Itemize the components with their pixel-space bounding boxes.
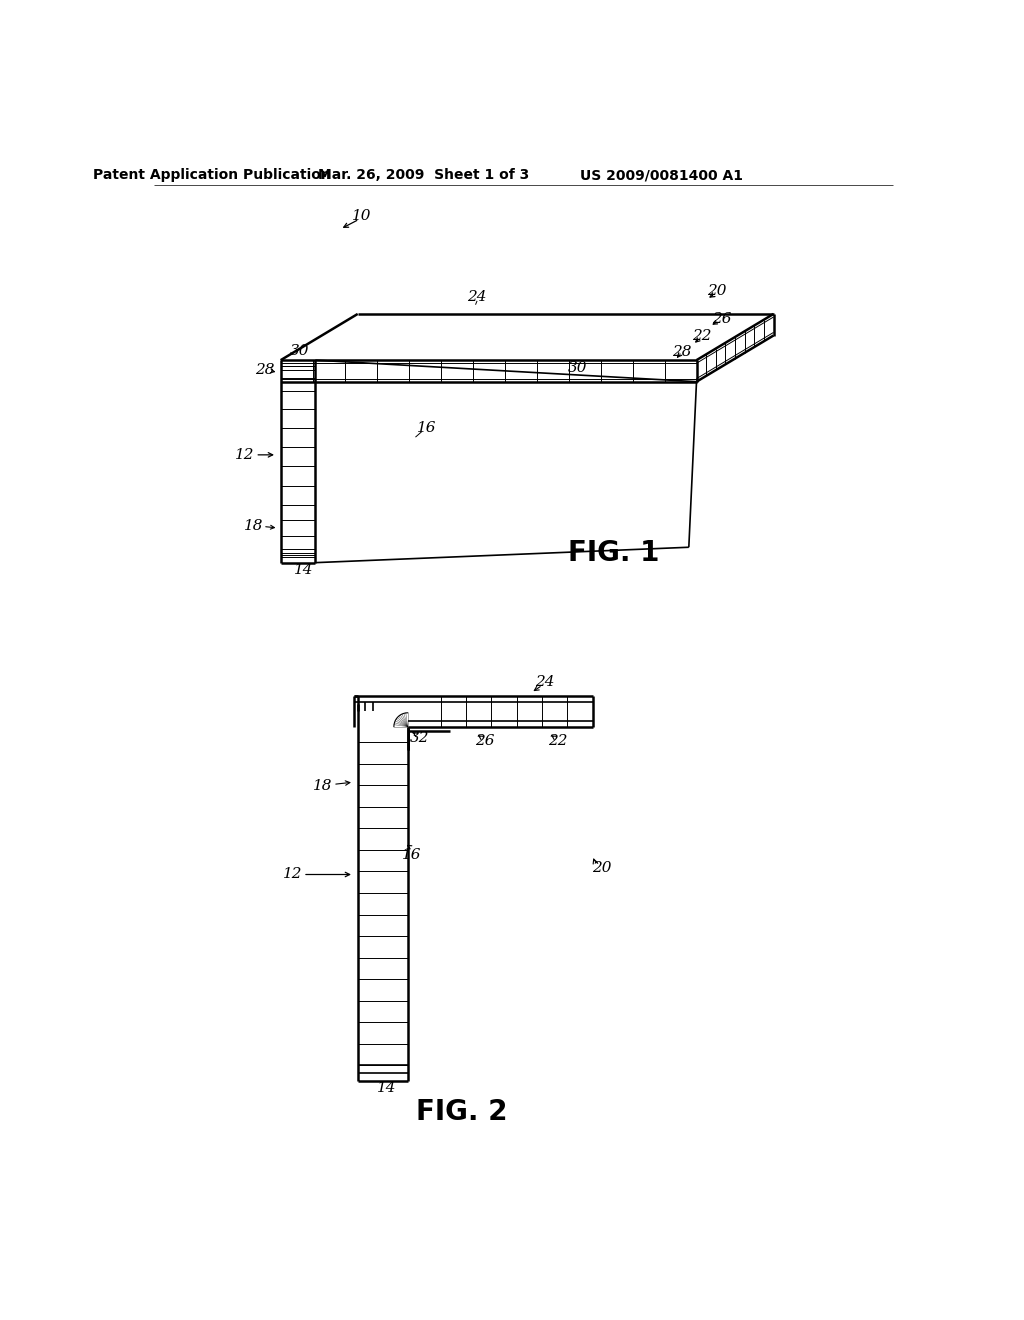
Text: 12: 12 [234, 447, 254, 462]
Text: 26: 26 [712, 312, 732, 326]
Text: 24: 24 [467, 290, 486, 304]
Text: 30: 30 [567, 360, 587, 375]
Text: 14: 14 [377, 1081, 396, 1094]
Text: 22: 22 [548, 734, 567, 748]
Text: Patent Application Publication: Patent Application Publication [92, 169, 331, 182]
Text: 20: 20 [708, 284, 727, 298]
Text: 24: 24 [536, 675, 555, 689]
Text: 10: 10 [352, 209, 372, 223]
Text: 26: 26 [475, 734, 495, 748]
Text: 32: 32 [410, 731, 429, 746]
Text: 12: 12 [283, 867, 302, 882]
Text: 14: 14 [294, 564, 313, 577]
Text: 18: 18 [313, 779, 333, 793]
Text: 16: 16 [417, 421, 437, 434]
Text: 28: 28 [256, 363, 275, 378]
Text: FIG. 1: FIG. 1 [568, 539, 659, 566]
Text: 18: 18 [244, 519, 263, 533]
Text: 16: 16 [401, 849, 421, 862]
Text: 28: 28 [672, 346, 691, 359]
Text: Mar. 26, 2009  Sheet 1 of 3: Mar. 26, 2009 Sheet 1 of 3 [317, 169, 528, 182]
Text: FIG. 2: FIG. 2 [416, 1098, 508, 1126]
Text: 22: 22 [692, 329, 712, 342]
Text: US 2009/0081400 A1: US 2009/0081400 A1 [581, 169, 743, 182]
Text: 20: 20 [592, 862, 611, 875]
Text: 30: 30 [290, 345, 309, 358]
